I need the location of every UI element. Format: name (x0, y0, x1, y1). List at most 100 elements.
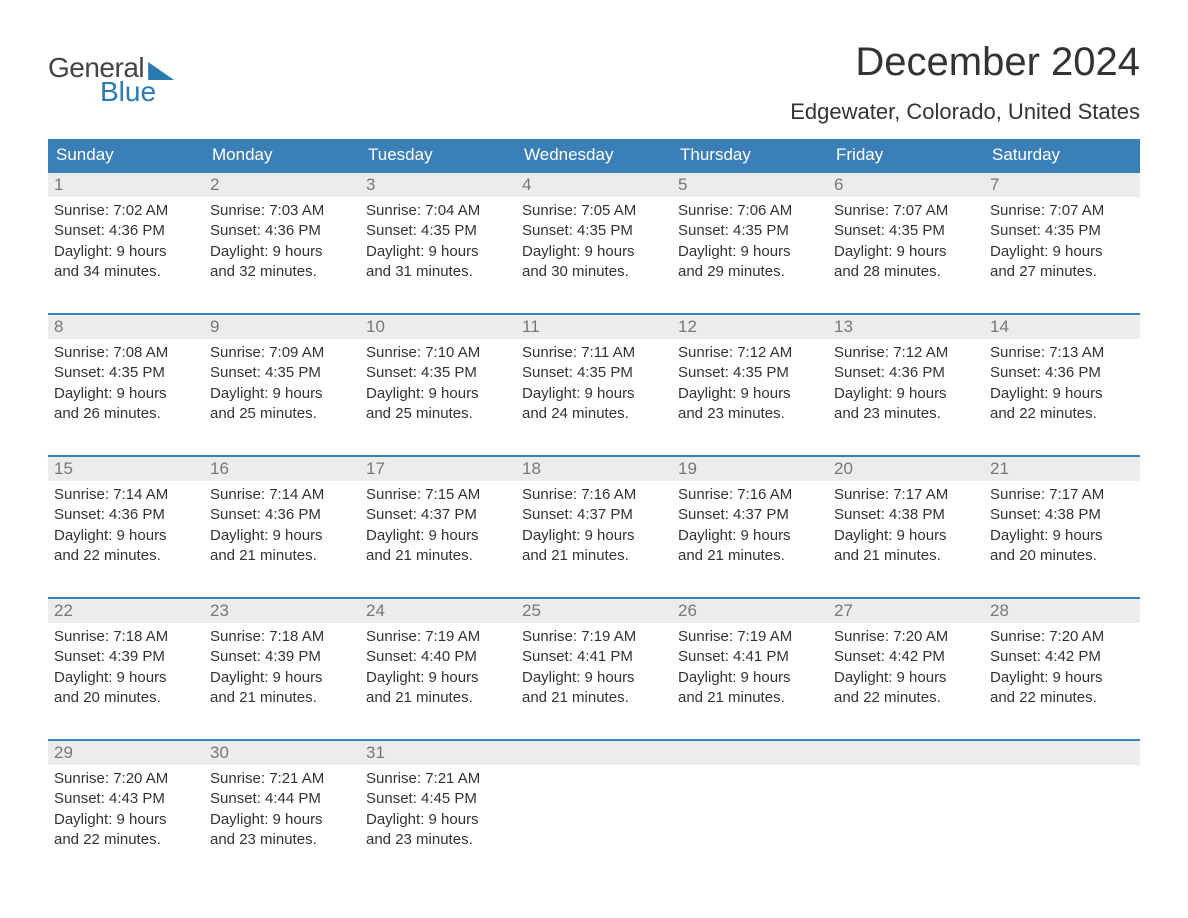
day-number-row: 9 (204, 315, 360, 339)
daylight-line-2: and 26 minutes. (54, 404, 198, 424)
calendar-day: 25 Sunrise: 7:19 AMSunset: 4:41 PMDayligh… (516, 599, 672, 717)
sunrise-line: Sunrise: 7:12 AM (678, 343, 822, 363)
day-number: 5 (678, 175, 687, 194)
day-content: Sunrise: 7:20 AMSunset: 4:42 PMDaylight:… (984, 623, 1140, 712)
sunset-line: Sunset: 4:35 PM (522, 363, 666, 383)
day-content: Sunrise: 7:15 AMSunset: 4:37 PMDaylight:… (360, 481, 516, 570)
day-number-row: 16 (204, 457, 360, 481)
daylight-line-2: and 21 minutes. (678, 546, 822, 566)
sunrise-line: Sunrise: 7:06 AM (678, 201, 822, 221)
day-number: 25 (522, 601, 541, 620)
sunrise-line: Sunrise: 7:16 AM (678, 485, 822, 505)
day-number: 2 (210, 175, 219, 194)
dow-wednesday: Wednesday (516, 139, 672, 171)
location-text: Edgewater, Colorado, United States (790, 99, 1140, 125)
calendar-day: 23Sunrise: 7:18 AMSunset: 4:39 PMDayligh… (204, 599, 360, 717)
daylight-line-1: Daylight: 9 hours (522, 242, 666, 262)
dow-tuesday: Tuesday (360, 139, 516, 171)
day-content: Sunrise: 7:17 AMSunset: 4:38 PMDaylight:… (984, 481, 1140, 570)
calendar-day: 28 Sunrise: 7:20 AMSunset: 4:42 PMDayligh… (984, 599, 1140, 717)
sunset-line: Sunset: 4:35 PM (834, 221, 978, 241)
day-content: Sunrise: 7:18 AMSunset: 4:39 PMDaylight:… (48, 623, 204, 712)
day-number: 29 (54, 743, 73, 762)
day-number: 4 (522, 175, 531, 194)
sunset-line: Sunset: 4:35 PM (678, 363, 822, 383)
sunrise-line: Sunrise: 7:17 AM (834, 485, 978, 505)
day-number: 7 (990, 175, 999, 194)
day-number: 28 (990, 601, 1009, 620)
daylight-line-2: and 21 minutes. (210, 688, 354, 708)
calendar-day: 14Sunrise: 7:13 AMSunset: 4:36 PMDayligh… (984, 315, 1140, 433)
day-content: Sunrise: 7:17 AMSunset: 4:38 PMDaylight:… (828, 481, 984, 570)
day-content: Sunrise: 7:20 AMSunset: 4:43 PMDaylight:… (48, 765, 204, 854)
logo: General Blue (48, 52, 174, 108)
day-number-row: 17 (360, 457, 516, 481)
day-number: 27 (834, 601, 853, 620)
daylight-line-1: Daylight: 9 hours (990, 242, 1134, 262)
calendar-day: 1Sunrise: 7:02 AMSunset: 4:36 PMDaylight… (48, 173, 204, 291)
sunset-line: Sunset: 4:39 PM (54, 647, 198, 667)
sunset-line: Sunset: 4:38 PM (834, 505, 978, 525)
day-content: Sunrise: 7:19 AMSunset: 4:41 PMDaylight:… (516, 623, 672, 712)
day-number: 23 (210, 601, 229, 620)
sunrise-line: Sunrise: 7:11 AM (522, 343, 666, 363)
day-number-row (672, 741, 828, 765)
day-number-row: 10 (360, 315, 516, 339)
daylight-line-2: and 21 minutes. (834, 546, 978, 566)
daylight-line-2: and 30 minutes. (522, 262, 666, 282)
day-number-row (828, 741, 984, 765)
day-number-row: 14 (984, 315, 1140, 339)
daylight-line-2: and 34 minutes. (54, 262, 198, 282)
day-number: 30 (210, 743, 229, 762)
day-number-row: 1 (48, 173, 204, 197)
dow-sunday: Sunday (48, 139, 204, 171)
calendar-day: 5Sunrise: 7:06 AMSunset: 4:35 PMDaylight… (672, 173, 828, 291)
sunrise-line: Sunrise: 7:14 AM (210, 485, 354, 505)
header: General Blue December 2024 Edgewater, Co… (48, 40, 1140, 135)
sunset-line: Sunset: 4:35 PM (54, 363, 198, 383)
sunrise-line: Sunrise: 7:21 AM (210, 769, 354, 789)
day-number: 15 (54, 459, 73, 478)
day-content: Sunrise: 7:05 AMSunset: 4:35 PMDaylight:… (516, 197, 672, 286)
calendar-day: 15Sunrise: 7:14 AMSunset: 4:36 PMDayligh… (48, 457, 204, 575)
daylight-line-2: and 27 minutes. (990, 262, 1134, 282)
day-number: 18 (522, 459, 541, 478)
daylight-line-1: Daylight: 9 hours (54, 668, 198, 688)
calendar-week: 29 Sunrise: 7:20 AMSunset: 4:43 PMDayligh… (48, 739, 1140, 859)
daylight-line-1: Daylight: 9 hours (834, 242, 978, 262)
calendar-day: 27Sunrise: 7:20 AMSunset: 4:42 PMDayligh… (828, 599, 984, 717)
calendar-day: 19Sunrise: 7:16 AMSunset: 4:37 PMDayligh… (672, 457, 828, 575)
title-block: December 2024 Edgewater, Colorado, Unite… (790, 40, 1140, 135)
daylight-line-1: Daylight: 9 hours (366, 384, 510, 404)
day-number: 8 (54, 317, 63, 336)
sunrise-line: Sunrise: 7:03 AM (210, 201, 354, 221)
daylight-line-2: and 21 minutes. (522, 546, 666, 566)
calendar-day: 8Sunrise: 7:08 AMSunset: 4:35 PMDaylight… (48, 315, 204, 433)
sunset-line: Sunset: 4:36 PM (210, 221, 354, 241)
sunrise-line: Sunrise: 7:21 AM (366, 769, 510, 789)
day-content: Sunrise: 7:10 AMSunset: 4:35 PMDaylight:… (360, 339, 516, 428)
daylight-line-2: and 31 minutes. (366, 262, 510, 282)
day-of-week-header: Sunday Monday Tuesday Wednesday Thursday… (48, 139, 1140, 171)
sunrise-line: Sunrise: 7:02 AM (54, 201, 198, 221)
day-number (678, 743, 683, 762)
calendar: Sunday Monday Tuesday Wednesday Thursday… (48, 139, 1140, 859)
daylight-line-1: Daylight: 9 hours (366, 668, 510, 688)
day-number-row: 6 (828, 173, 984, 197)
sunset-line: Sunset: 4:35 PM (366, 221, 510, 241)
sunset-line: Sunset: 4:40 PM (366, 647, 510, 667)
calendar-week: 15Sunrise: 7:14 AMSunset: 4:36 PMDayligh… (48, 455, 1140, 575)
day-number: 19 (678, 459, 697, 478)
daylight-line-1: Daylight: 9 hours (678, 526, 822, 546)
sunrise-line: Sunrise: 7:04 AM (366, 201, 510, 221)
day-number: 9 (210, 317, 219, 336)
day-number: 10 (366, 317, 385, 336)
day-number: 16 (210, 459, 229, 478)
calendar-week: 22Sunrise: 7:18 AMSunset: 4:39 PMDayligh… (48, 597, 1140, 717)
calendar-day: 26Sunrise: 7:19 AMSunset: 4:41 PMDayligh… (672, 599, 828, 717)
daylight-line-2: and 25 minutes. (366, 404, 510, 424)
daylight-line-1: Daylight: 9 hours (210, 242, 354, 262)
day-number (990, 743, 995, 762)
sunset-line: Sunset: 4:38 PM (990, 505, 1134, 525)
day-number-row (984, 741, 1140, 765)
